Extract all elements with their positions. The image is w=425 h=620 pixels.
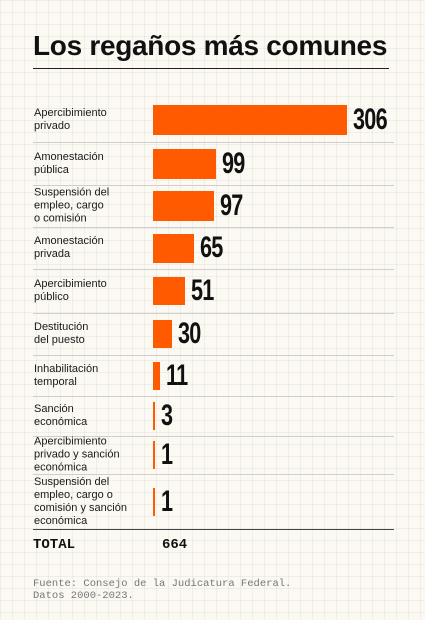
category-label: Apercibimiento privado y sanción económica [34, 436, 146, 475]
category-label-line: Suspensión del [34, 475, 110, 488]
bar [153, 402, 155, 430]
category-label-line: Sanción [34, 403, 74, 415]
category-label: Sanción económica [34, 403, 146, 429]
row-divider [33, 142, 394, 143]
bar-row: Sanción económica 3 [0, 396, 425, 437]
value-label: 3 [161, 399, 173, 432]
category-label-line: pública [34, 163, 69, 176]
category-label: Suspensión del empleo, cargo o comisión y … [34, 476, 146, 528]
value-label: 51 [191, 274, 214, 307]
category-label-line: público [34, 291, 69, 303]
bar-row: Suspensión del empleo, cargo o comisión y … [0, 474, 425, 529]
bar-row: Amonestación privada 65 [0, 227, 425, 270]
category-label-line: empleo, cargo o [34, 488, 113, 501]
category-label-line: económica [34, 514, 88, 527]
category-label: Apercibimiento privado [34, 107, 146, 133]
category-label-line: o comisión [34, 212, 87, 225]
chart-title: Los regaños más comunes [33, 30, 388, 61]
title-divider [33, 68, 389, 69]
total-divider [33, 529, 394, 530]
row-divider [33, 185, 394, 186]
bar [153, 277, 185, 305]
category-label: Amonestación privada [34, 235, 146, 261]
category-label-line: temporal [34, 375, 77, 388]
bar-row: Apercibimiento privado y sanción económica… [0, 436, 425, 475]
category-label-line: Apercibimiento [34, 278, 107, 290]
row-divider [33, 227, 394, 228]
category-label: Apercibimiento público [34, 278, 146, 304]
bar [153, 148, 216, 179]
value-label: 1 [161, 438, 173, 471]
category-label-line: Suspensión del [34, 186, 110, 199]
category-label-line: Inhabilitación [34, 362, 99, 375]
value-label: 11 [166, 358, 188, 392]
value-label: 1 [161, 484, 173, 518]
category-label: Suspensión del empleo, cargo o comisión [34, 187, 146, 226]
category-label-line: privado [34, 119, 71, 132]
bar [153, 361, 160, 390]
bar [153, 233, 194, 263]
row-divider [33, 355, 394, 356]
bar-row: Apercibimiento público 51 [0, 269, 425, 314]
bar-row: Suspensión del empleo, cargo o comisión 97 [0, 185, 425, 228]
bar-row: Destitución del puesto 30 [0, 313, 425, 356]
source-line: Fuente: Consejo de la Judicatura Federal… [33, 578, 292, 590]
source-line: Datos 2000-2023. [33, 590, 134, 602]
value-label: 99 [222, 146, 245, 180]
category-label-line: Amonestación [34, 235, 104, 247]
bar [153, 191, 214, 221]
source-note: Fuente: Consejo de la Judicatura Federal… [33, 578, 291, 602]
category-label-line: Apercibimiento [34, 435, 107, 448]
category-label: Destitución del puesto [34, 321, 146, 347]
category-label-line: privado y sanción [34, 448, 120, 461]
value-label: 65 [200, 231, 223, 264]
row-divider [33, 396, 394, 397]
category-label-line: económica [34, 461, 88, 474]
category-label-line: Apercibimiento [34, 106, 107, 119]
bar-row: Inhabilitación temporal 11 [0, 355, 425, 397]
row-divider [33, 436, 394, 437]
category-label-line: del puesto [34, 334, 85, 346]
total-value: 664 [162, 537, 188, 553]
category-label-line: Destitución [34, 321, 89, 333]
value-label: 30 [178, 317, 201, 350]
bar [153, 104, 347, 135]
value-label: 97 [220, 189, 243, 222]
row-divider [33, 474, 394, 475]
bar-row: Amonestación pública 99 [0, 142, 425, 186]
category-label-line: comisión y sanción [34, 501, 127, 514]
category-label-line: Amonestación [34, 150, 104, 163]
category-label: Inhabilitación temporal [34, 363, 146, 389]
value-label: 306 [353, 102, 388, 136]
row-divider [33, 313, 394, 314]
row-divider [33, 269, 394, 270]
category-label-line: económica [34, 416, 88, 428]
bar-row: Apercibimiento privado 306 [0, 97, 425, 143]
bar [153, 320, 172, 348]
category-label-line: privada [34, 248, 71, 260]
category-label: Amonestación pública [34, 151, 146, 177]
bar [153, 441, 155, 469]
category-label-line: empleo, cargo [34, 199, 104, 212]
bar [153, 487, 155, 516]
total-label: TOTAL [33, 537, 76, 553]
